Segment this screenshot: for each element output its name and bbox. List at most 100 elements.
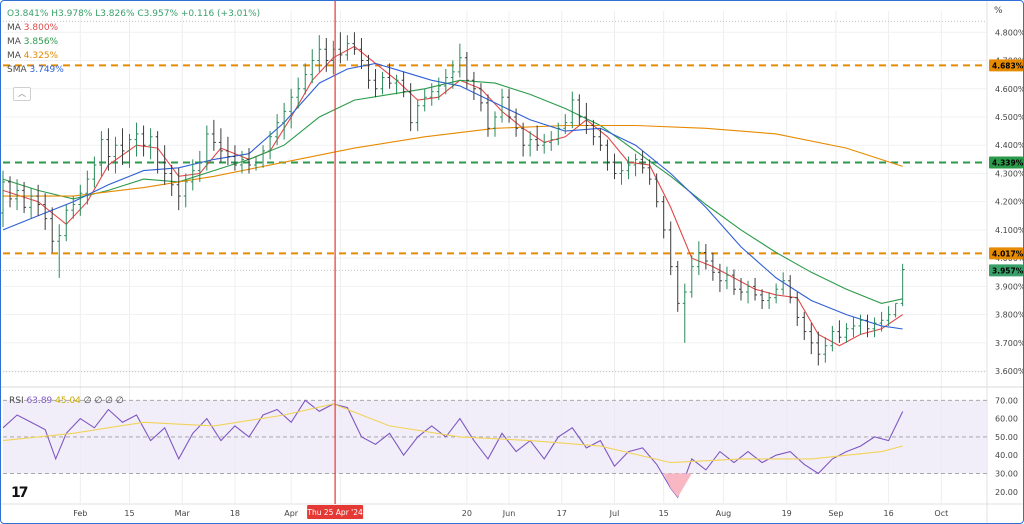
ohlc-bar[interactable] [141, 125, 146, 157]
ohlc-bar[interactable] [739, 277, 743, 301]
ohlc-bar[interactable] [570, 91, 575, 129]
ohlc-bar[interactable] [872, 317, 877, 338]
ohlc-bar[interactable] [211, 119, 216, 151]
moving-average-line[interactable] [3, 124, 903, 197]
ohlc-bar[interactable] [113, 136, 118, 174]
ohlc-bar[interactable] [359, 37, 364, 69]
ohlc-bar[interactable] [816, 331, 821, 366]
ohlc-bar[interactable] [753, 277, 758, 301]
ohlc-bar[interactable] [85, 170, 90, 205]
ohlc-bar[interactable] [162, 145, 167, 185]
legend-ma-2[interactable]: MA 3.856% [7, 35, 260, 49]
ohlc-bar[interactable] [471, 71, 476, 101]
ohlc-bar[interactable] [830, 325, 835, 352]
ohlc-bar[interactable] [401, 71, 406, 98]
ohlc-bar[interactable] [415, 100, 420, 132]
ohlc-bar[interactable] [500, 88, 505, 123]
ohlc-bar[interactable] [696, 241, 701, 276]
ohlc-bar[interactable] [225, 136, 230, 165]
ohlc-bar[interactable] [795, 292, 800, 326]
ohlc-bar[interactable] [155, 131, 160, 174]
ohlc-bar[interactable] [542, 133, 547, 154]
ohlc-bar[interactable] [394, 74, 399, 95]
ohlc-bar[interactable] [598, 128, 603, 151]
ohlc-bar[interactable] [450, 60, 455, 89]
ohlc-bar[interactable] [654, 173, 659, 208]
ohlc-bar[interactable] [647, 159, 652, 185]
tradingview-logo[interactable]: 17 [11, 485, 29, 501]
ohlc-bar[interactable] [239, 150, 244, 174]
ohlc-bar[interactable] [22, 181, 27, 213]
ohlc-bar[interactable] [64, 204, 69, 242]
ohlc-bar[interactable] [774, 283, 779, 304]
ohlc-bar[interactable] [50, 207, 55, 253]
ohlc-bar[interactable] [549, 131, 554, 151]
ohlc-bar[interactable] [535, 125, 540, 151]
ohlc-bar[interactable] [183, 173, 188, 208]
ohlc-bar[interactable] [584, 102, 589, 134]
ohlc-bar[interactable] [324, 37, 329, 72]
ohlc-bar[interactable] [900, 263, 905, 307]
ohlc-bar[interactable] [190, 159, 195, 191]
moving-average-line[interactable] [2, 62, 903, 330]
ohlc-bar[interactable] [626, 156, 631, 180]
ohlc-bar[interactable] [387, 63, 392, 89]
ohlc-bar[interactable] [310, 49, 315, 84]
ohlc-bar[interactable] [457, 43, 462, 78]
ohlc-bar[interactable] [837, 320, 842, 343]
ohlc-bar[interactable] [879, 311, 884, 332]
ohlc-bar[interactable] [802, 311, 807, 341]
ohlc-bar[interactable] [380, 71, 385, 95]
ohlc-bar[interactable] [682, 283, 687, 343]
ohlc-bar[interactable] [92, 156, 97, 188]
ohlc-bar[interactable] [268, 131, 273, 160]
ohlc-bar[interactable] [478, 83, 483, 112]
ohlc-bar[interactable] [352, 32, 357, 55]
legend-ma-1[interactable]: MA 3.800% [7, 21, 260, 35]
ohlc-bar[interactable] [106, 128, 111, 171]
ohlc-bar[interactable] [8, 176, 13, 208]
ohlc-bar[interactable] [218, 128, 223, 163]
ohlc-bar[interactable] [429, 83, 434, 106]
chevron-up-icon[interactable]: ︿ [13, 87, 31, 101]
ohlc-bar[interactable] [303, 63, 308, 95]
ohlc-bar[interactable] [443, 69, 448, 95]
ohlc-bar[interactable] [127, 133, 132, 168]
ohlc-bar[interactable] [781, 272, 786, 295]
rsi-legend[interactable]: RSI 63.89 45.04 ∅ ∅ ∅ ∅ [9, 396, 124, 406]
legend-ma-3[interactable]: MA 4.325% [7, 49, 260, 63]
ohlc-bar[interactable] [408, 83, 413, 132]
ohlc-bar[interactable] [767, 292, 772, 309]
ohlc-bar[interactable] [169, 165, 174, 197]
ohlc-bar[interactable] [289, 88, 294, 129]
ohlc-bar[interactable] [120, 128, 125, 165]
ohlc-bar[interactable] [148, 128, 153, 160]
ohlc-bar[interactable] [886, 306, 891, 326]
ohlc-bar[interactable] [134, 122, 139, 157]
ohlc-bar[interactable] [563, 114, 568, 134]
ohlc-bar[interactable] [204, 125, 209, 171]
ohlc-bar[interactable] [851, 317, 856, 338]
ohlc-bar[interactable] [296, 77, 301, 109]
ohlc-bar[interactable] [703, 244, 708, 270]
ohlc-bar[interactable] [1, 170, 5, 228]
ohlc-bar[interactable] [57, 224, 62, 278]
ohlc-bar[interactable] [528, 131, 533, 157]
ohlc-bar[interactable] [338, 32, 343, 64]
ohlc-bar[interactable] [345, 35, 350, 61]
ohlc-bar[interactable] [247, 148, 251, 174]
ohlc-bar[interactable] [422, 88, 427, 112]
ohlc-bar[interactable] [254, 156, 259, 171]
rsi-ma-line[interactable] [2, 403, 903, 464]
ohlc-bar[interactable] [640, 150, 645, 174]
ohlc-bar[interactable] [710, 252, 715, 281]
ohlc-bar[interactable] [78, 184, 83, 216]
ohlc-bar[interactable] [865, 314, 870, 338]
moving-average-line[interactable] [2, 45, 904, 347]
ohlc-bar[interactable] [317, 35, 322, 72]
ohlc-bar[interactable] [858, 314, 863, 335]
ohlc-bar[interactable] [29, 187, 34, 219]
ohlc-bar[interactable] [668, 221, 673, 276]
ohlc-bar[interactable] [809, 323, 814, 355]
ohlc-bar[interactable] [493, 111, 497, 137]
